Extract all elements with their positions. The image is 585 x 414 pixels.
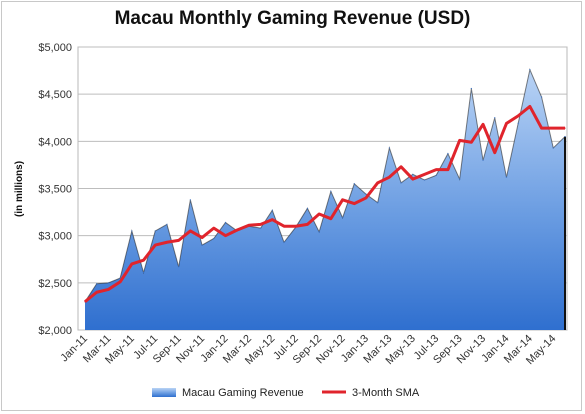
series-area-edge (84, 68, 566, 302)
data-point-3-month-sma (494, 152, 496, 154)
series-line-3-month-sma (84, 104, 565, 303)
data-point-macau-gaming-revenue (96, 283, 98, 285)
data-point-macau-gaming-revenue (459, 178, 461, 180)
data-point-macau-gaming-revenue (306, 207, 309, 209)
data-point-macau-gaming-revenue (189, 199, 191, 201)
data-point-macau-gaming-revenue (330, 190, 332, 192)
data-point-macau-gaming-revenue (260, 227, 262, 229)
y-tick-label: $2,500 (38, 278, 72, 290)
y-axis-label: (in millions) (14, 161, 25, 217)
data-point-3-month-sma (400, 166, 402, 168)
data-point-macau-gaming-revenue (482, 159, 484, 161)
data-point-macau-gaming-revenue (423, 179, 426, 181)
data-point-3-month-sma (423, 173, 426, 175)
data-point-macau-gaming-revenue (271, 209, 273, 211)
data-point-3-month-sma (435, 169, 437, 171)
data-point-3-month-sma (107, 288, 110, 291)
data-point-macau-gaming-revenue (341, 217, 344, 219)
data-point-3-month-sma (377, 182, 379, 184)
data-point-3-month-sma (119, 281, 121, 283)
data-point-3-month-sma (447, 169, 449, 171)
data-point-macau-gaming-revenue (365, 193, 367, 195)
data-point-macau-gaming-revenue (564, 136, 566, 138)
data-point-3-month-sma (295, 225, 297, 227)
data-point-3-month-sma (388, 176, 390, 178)
data-point-macau-gaming-revenue (213, 237, 215, 240)
data-point-macau-gaming-revenue (447, 152, 449, 155)
data-point-macau-gaming-revenue (505, 176, 508, 178)
data-point-3-month-sma (260, 223, 262, 225)
data-point-macau-gaming-revenue (494, 117, 496, 119)
legend-label-3-month-sma: 3-Month SMA (352, 387, 420, 399)
data-point-3-month-sma (283, 225, 285, 227)
data-point-3-month-sma (330, 218, 332, 220)
data-point-macau-gaming-revenue (400, 182, 402, 184)
data-point-3-month-sma (154, 244, 156, 246)
data-point-3-month-sma (540, 127, 543, 129)
data-point-3-month-sma (271, 219, 273, 221)
data-point-macau-gaming-revenue (142, 271, 145, 274)
data-point-macau-gaming-revenue (318, 231, 320, 233)
data-point-3-month-sma (142, 259, 145, 261)
data-point-3-month-sma (365, 197, 367, 199)
y-tick-label: $3,000 (38, 231, 72, 243)
data-point-macau-gaming-revenue (517, 122, 519, 125)
data-point-3-month-sma (178, 239, 180, 241)
data-point-macau-gaming-revenue (470, 87, 472, 90)
data-point-macau-gaming-revenue (529, 69, 531, 71)
legend-label-macau-gaming-revenue: Macau Gaming Revenue (182, 387, 304, 399)
data-point-macau-gaming-revenue (119, 277, 121, 279)
data-point-macau-gaming-revenue (353, 183, 355, 185)
data-point-3-month-sma (353, 202, 355, 205)
y-tick-label: $3,500 (38, 184, 72, 196)
data-point-macau-gaming-revenue (388, 147, 390, 149)
y-tick-label: $2,000 (38, 325, 72, 337)
data-point-3-month-sma (482, 123, 484, 125)
y-tick-label: $5,000 (38, 42, 72, 54)
data-point-macau-gaming-revenue (154, 230, 156, 232)
chart-title: Macau Monthly Gaming Revenue (USD) (114, 8, 471, 29)
data-point-macau-gaming-revenue (201, 244, 203, 246)
data-point-3-month-sma (131, 263, 133, 265)
data-point-3-month-sma (552, 127, 554, 129)
data-point-3-month-sma (213, 227, 215, 229)
y-tick-label: $4,000 (38, 136, 72, 148)
data-point-macau-gaming-revenue (540, 96, 543, 98)
data-point-3-month-sma (470, 141, 472, 143)
data-point-3-month-sma (341, 199, 344, 201)
data-point-3-month-sma (224, 235, 227, 237)
data-point-macau-gaming-revenue (283, 241, 285, 243)
data-point-macau-gaming-revenue (412, 173, 414, 175)
data-point-3-month-sma (236, 229, 238, 231)
data-point-macau-gaming-revenue (131, 230, 133, 232)
data-point-macau-gaming-revenue (377, 202, 379, 204)
data-point-3-month-sma (189, 230, 191, 232)
data-point-3-month-sma (517, 115, 519, 117)
data-point-macau-gaming-revenue (224, 221, 227, 224)
data-point-3-month-sma (529, 105, 531, 108)
data-point-macau-gaming-revenue (107, 282, 110, 284)
data-point-3-month-sma (84, 301, 86, 303)
data-point-macau-gaming-revenue (178, 266, 180, 268)
data-point-3-month-sma (166, 241, 168, 243)
legend-swatch-macau-gaming-revenue (152, 388, 176, 397)
data-point-3-month-sma (505, 122, 508, 125)
data-point-3-month-sma (564, 127, 566, 129)
data-point-3-month-sma (318, 213, 320, 215)
data-point-3-month-sma (248, 224, 250, 226)
data-point-macau-gaming-revenue (166, 223, 168, 225)
data-point-macau-gaming-revenue (552, 147, 554, 149)
y-tick-label: $4,500 (38, 89, 72, 101)
data-point-3-month-sma (306, 223, 309, 225)
series-area-macau-gaming-revenue (85, 69, 565, 330)
data-point-macau-gaming-revenue (435, 174, 437, 176)
data-point-3-month-sma (412, 178, 414, 180)
data-point-3-month-sma (459, 139, 461, 141)
data-point-3-month-sma (201, 236, 203, 239)
data-point-3-month-sma (96, 291, 98, 293)
